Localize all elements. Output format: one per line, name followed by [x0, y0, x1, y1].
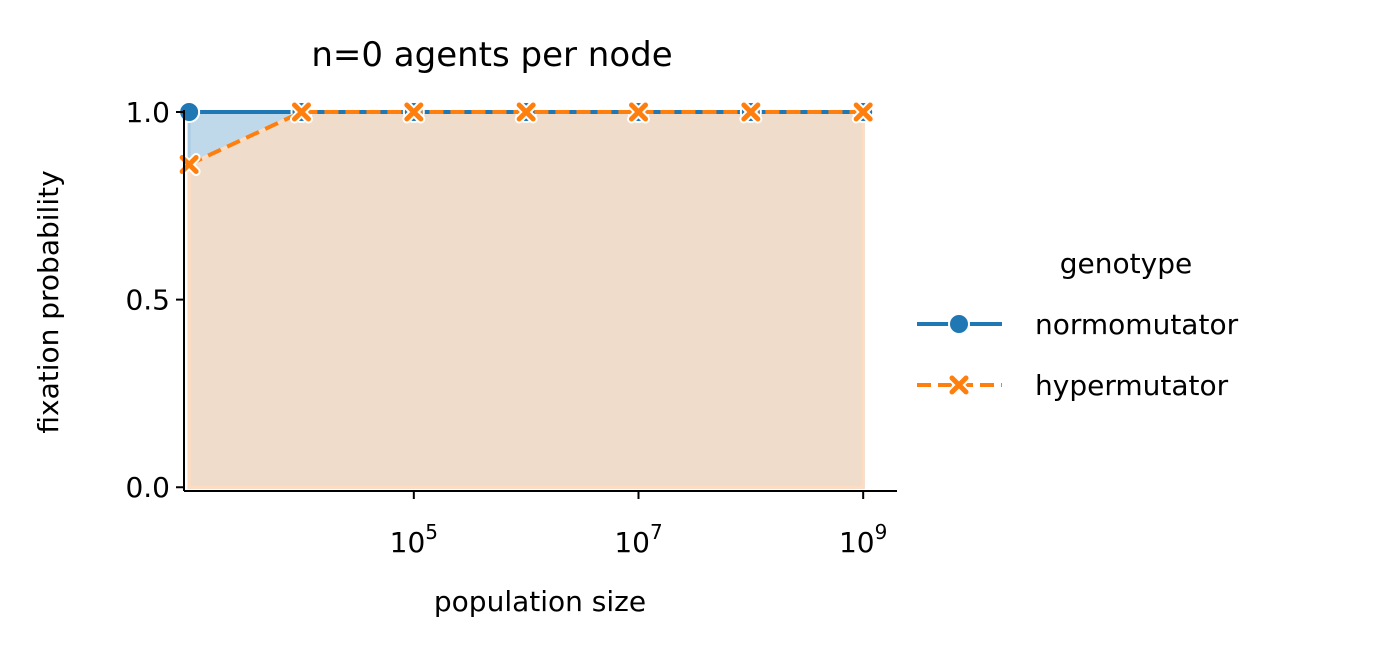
legend-label-normomutator: normomutator [1035, 308, 1239, 341]
y-tick-label: 1.0 [125, 96, 170, 129]
legend-marker-hypermutator-stroke [949, 375, 969, 395]
marker-hypermutator [514, 100, 538, 124]
marker-hypermutator-stroke [404, 102, 424, 122]
x-tick-exponent: 5 [425, 520, 438, 544]
x-tick-label: 105 [390, 520, 438, 559]
marker-hypermutator-stroke [629, 102, 649, 122]
area-hypermutator [187, 110, 865, 489]
plot-area [177, 100, 875, 489]
marker-hypermutator-stroke [853, 102, 873, 122]
marker-hypermutator-stroke [516, 102, 536, 122]
legend-marker-hypermutator [947, 373, 971, 397]
x-tick-label: 107 [614, 520, 662, 559]
x-tick-exponent: 7 [650, 520, 663, 544]
marker-hypermutator [627, 100, 651, 124]
marker-hypermutator-stroke [741, 102, 761, 122]
y-tick-label: 0.5 [125, 284, 170, 317]
marker-hypermutator [739, 100, 763, 124]
legend: genotype normomutator hypermutator [917, 247, 1239, 402]
marker-hypermutator [289, 100, 313, 124]
x-tick-base: 10 [614, 526, 650, 559]
marker-hypermutator [402, 100, 426, 124]
y-axis-label: fixation probability [32, 170, 65, 433]
legend-title: genotype [1060, 247, 1192, 280]
x-tick-label: 109 [839, 520, 887, 559]
legend-marker-normomutator [948, 313, 970, 335]
marker-hypermutator-stroke [291, 102, 311, 122]
x-tick-base: 10 [390, 526, 426, 559]
marker-hypermutator [851, 100, 875, 124]
x-axis-label: population size [434, 585, 646, 618]
x-tick-exponent: 9 [875, 520, 888, 544]
x-tick-base: 10 [839, 526, 875, 559]
chart-title: n=0 agents per node [311, 35, 672, 75]
y-tick-label: 0.0 [125, 471, 170, 504]
legend-label-hypermutator: hypermutator [1035, 369, 1229, 402]
